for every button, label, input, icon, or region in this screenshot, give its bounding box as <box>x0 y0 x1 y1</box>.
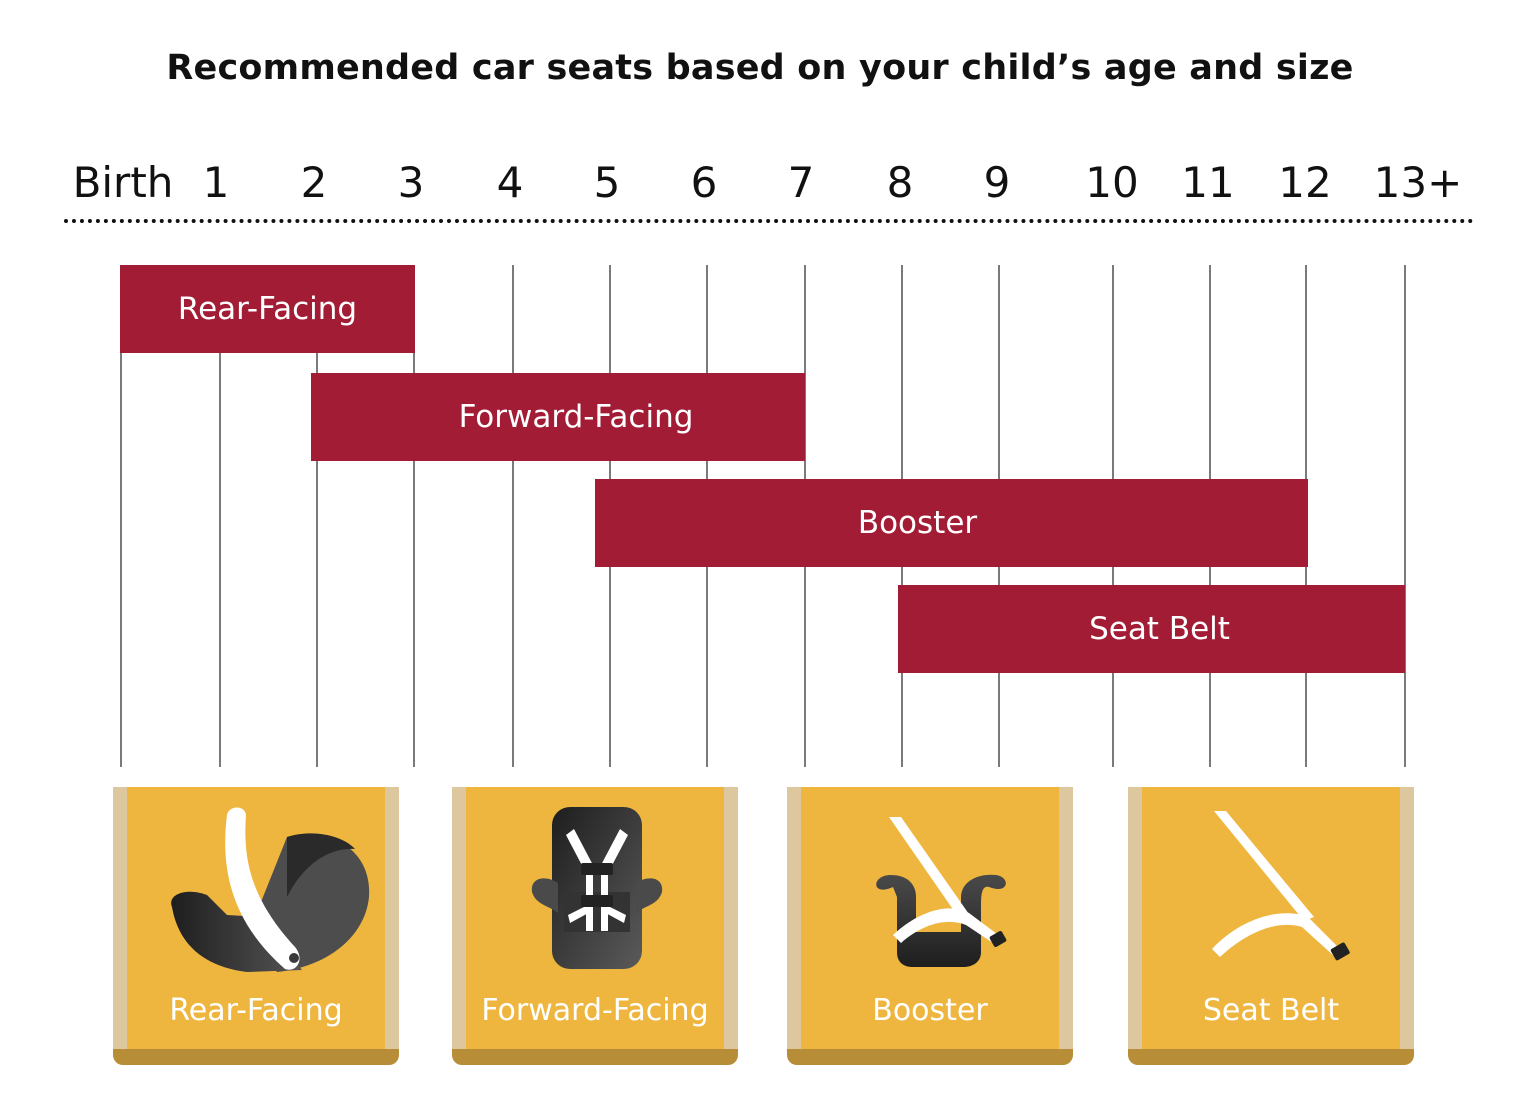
bar-label: Booster <box>857 505 978 541</box>
axis-tick: 10 <box>1085 158 1139 207</box>
card-rear-facing: Rear-Facing <box>113 787 399 1065</box>
card-label: Rear-Facing <box>169 993 343 1028</box>
booster-seat-icon <box>876 817 1007 967</box>
card-side <box>452 787 466 1049</box>
card-label: Forward-Facing <box>481 993 709 1028</box>
gridline <box>413 265 415 767</box>
axis-tick: 8 <box>886 158 914 207</box>
axis-tick: 4 <box>496 158 524 207</box>
card-base <box>1128 1049 1414 1065</box>
gridline <box>120 265 122 767</box>
infant-car-seat-icon <box>171 807 370 972</box>
gridline <box>219 265 221 767</box>
axis-tick: 2 <box>300 158 328 207</box>
axis-tick: Birth <box>72 158 174 207</box>
card-side <box>1128 787 1142 1049</box>
bar-forward-facing: Forward-Facing <box>311 373 805 461</box>
bar-booster: Booster <box>595 479 1308 567</box>
chart-title: Recommended car seats based on your chil… <box>166 48 1354 88</box>
bar-label: Forward-Facing <box>458 399 694 435</box>
gridline <box>512 265 514 767</box>
axis-divider <box>64 219 1474 223</box>
card-label: Seat Belt <box>1202 993 1340 1028</box>
axis-tick: 13+ <box>1373 158 1463 207</box>
axis-tick: 6 <box>690 158 718 207</box>
seat-belt-icon <box>1212 811 1350 961</box>
axis-tick: 1 <box>202 158 230 207</box>
bar-label: Rear-Facing <box>177 291 358 327</box>
card-base <box>113 1049 399 1065</box>
axis-tick: 7 <box>787 158 815 207</box>
axis-tick: 11 <box>1181 158 1235 207</box>
gridline <box>1404 265 1406 767</box>
card-side <box>1059 787 1073 1049</box>
axis-tick: 5 <box>593 158 621 207</box>
card-base <box>452 1049 738 1065</box>
card-forward-facing: Forward-Facing <box>452 787 738 1065</box>
card-side <box>1400 787 1414 1049</box>
axis-tick: 12 <box>1278 158 1332 207</box>
bar-label: Seat Belt <box>1089 611 1230 647</box>
bar-seat-belt: Seat Belt <box>898 585 1405 673</box>
card-base <box>787 1049 1073 1065</box>
card-booster: Booster <box>787 787 1073 1065</box>
bar-rear-facing: Rear-Facing <box>120 265 415 353</box>
card-side <box>787 787 801 1049</box>
harness-car-seat-icon <box>531 807 663 969</box>
card-label: Booster <box>872 993 988 1028</box>
card-side <box>724 787 738 1049</box>
gridline <box>316 265 318 767</box>
card-side <box>113 787 127 1049</box>
card-seat-belt: Seat Belt <box>1128 787 1414 1065</box>
axis-tick: 9 <box>983 158 1011 207</box>
card-side <box>385 787 399 1049</box>
axis-tick: 3 <box>397 158 425 207</box>
